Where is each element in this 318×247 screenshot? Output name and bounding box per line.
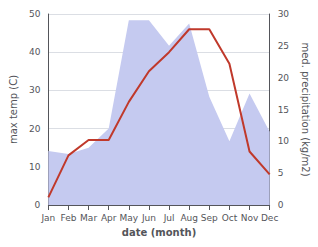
- svg-text:Oct: Oct: [222, 213, 238, 223]
- svg-text:40: 40: [29, 47, 41, 57]
- svg-text:20: 20: [278, 73, 290, 83]
- svg-text:25: 25: [278, 41, 289, 51]
- svg-text:15: 15: [278, 105, 289, 115]
- svg-text:20: 20: [29, 124, 41, 134]
- svg-text:5: 5: [278, 168, 284, 178]
- svg-text:0: 0: [35, 200, 41, 210]
- svg-text:10: 10: [29, 162, 41, 172]
- svg-text:med. precipitation (kg/m2): med. precipitation (kg/m2): [300, 42, 311, 176]
- svg-text:50: 50: [29, 9, 41, 19]
- svg-text:Sep: Sep: [201, 213, 218, 223]
- svg-text:Jan: Jan: [40, 213, 55, 223]
- svg-text:30: 30: [278, 9, 290, 19]
- svg-text:Jun: Jun: [141, 213, 156, 223]
- svg-text:30: 30: [29, 85, 41, 95]
- svg-text:Aug: Aug: [180, 213, 198, 223]
- svg-text:10: 10: [278, 136, 290, 146]
- svg-text:Apr: Apr: [101, 213, 117, 223]
- svg-text:0: 0: [278, 200, 284, 210]
- svg-text:Mar: Mar: [80, 213, 97, 223]
- svg-text:Nov: Nov: [241, 213, 259, 223]
- svg-text:Jul: Jul: [163, 213, 175, 223]
- svg-text:date (month): date (month): [122, 227, 196, 238]
- svg-text:May: May: [120, 213, 139, 223]
- svg-text:Dec: Dec: [261, 213, 278, 223]
- svg-text:max temp (C): max temp (C): [8, 75, 19, 144]
- svg-text:Feb: Feb: [61, 213, 77, 223]
